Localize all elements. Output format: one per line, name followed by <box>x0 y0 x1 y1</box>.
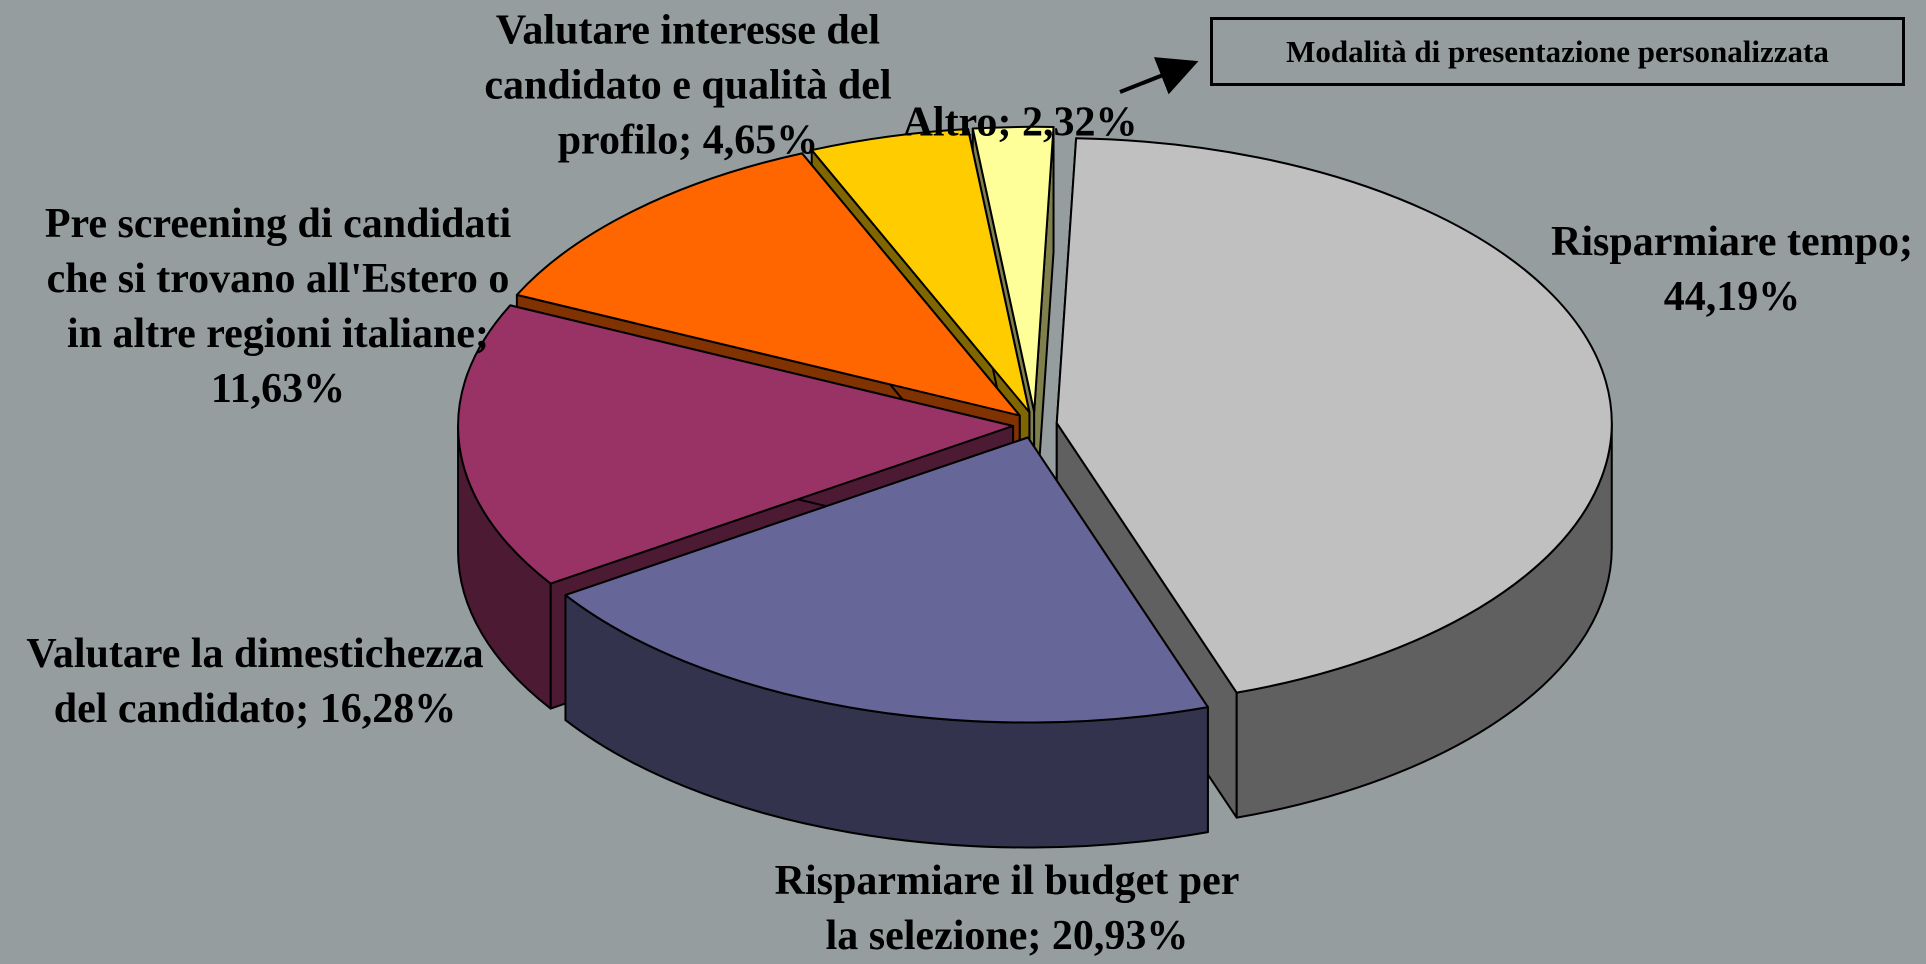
label-separator: ; <box>997 99 1022 146</box>
slice-top <box>971 125 1055 413</box>
label-category: Altro <box>902 99 998 146</box>
label-category: Valutare interesse del candidato e quali… <box>484 7 892 164</box>
label-separator: ; <box>1027 913 1052 959</box>
label-separator: ; <box>1899 219 1913 265</box>
annotation: Modalità di presentazione personalizzata <box>1210 17 1905 86</box>
label-separator: ; <box>678 117 703 164</box>
data-label: Altro; 2,32% <box>870 96 1170 151</box>
label-separator: ; <box>295 686 320 732</box>
label-category: Pre screening di candidati che si trovan… <box>44 201 512 357</box>
data-label: Risparmiare tempo; 44,19% <box>1522 215 1926 325</box>
label-value: 20,93% <box>1051 913 1189 959</box>
label-category: Risparmiare il budget per la selezione <box>774 858 1240 959</box>
label-separator: ; <box>474 311 489 357</box>
label-value: 2,32% <box>1021 99 1138 146</box>
slice-top <box>564 436 1209 724</box>
label-value: 11,63% <box>210 366 346 412</box>
slice-top <box>1055 137 1613 694</box>
data-label: Valutare interesse del candidato e quali… <box>468 4 908 169</box>
label-value: 4,65% <box>702 117 819 164</box>
label-category: Risparmiare tempo <box>1551 219 1899 265</box>
slice-top <box>457 304 1015 585</box>
label-value: 44,19% <box>1663 274 1801 320</box>
label-category: Valutare la dimestichezza del candidato <box>26 631 484 732</box>
data-label: Risparmiare il budget per la selezione; … <box>757 854 1257 964</box>
pie-slice <box>564 436 1209 849</box>
data-label: Pre screening di candidati che si trovan… <box>28 197 528 417</box>
annotation-arrow <box>1119 57 1199 95</box>
slice-top <box>810 127 1031 414</box>
data-label: Valutare la dimestichezza del candidato;… <box>10 627 500 737</box>
label-value: 16,28% <box>319 686 457 732</box>
slice-top <box>515 152 1021 417</box>
